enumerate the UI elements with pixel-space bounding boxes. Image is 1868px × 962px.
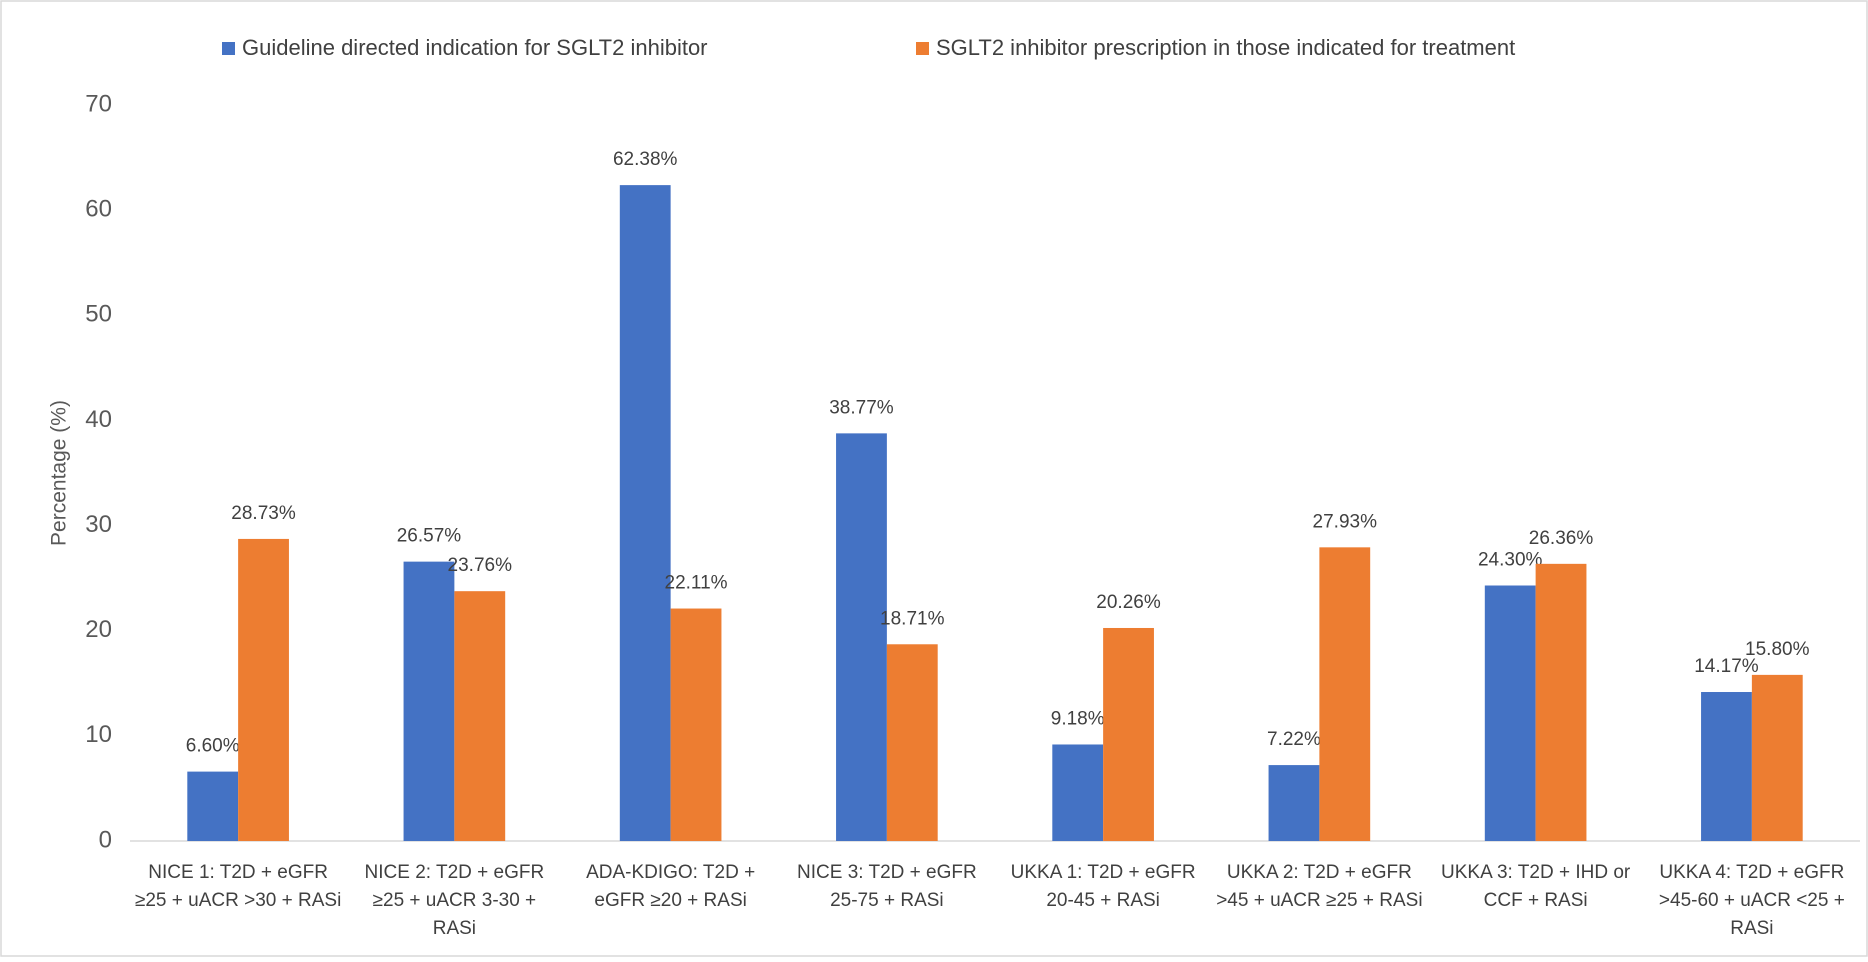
x-tick-line: eGFR ≥20 + RASi bbox=[594, 890, 746, 911]
x-tick-line: UKKA 3: T2D + IHD or bbox=[1441, 862, 1631, 883]
y-tick-label: 0 bbox=[99, 826, 112, 853]
y-tick-label: 60 bbox=[85, 195, 112, 222]
legend-swatch bbox=[222, 42, 235, 55]
bar bbox=[403, 561, 455, 841]
x-tick-line: RASi bbox=[1730, 918, 1773, 939]
bar bbox=[187, 771, 239, 841]
y-tick-label: 40 bbox=[85, 406, 112, 433]
y-tick-label: 30 bbox=[85, 511, 112, 538]
x-tick-line: ≥25 + uACR >30 + RASi bbox=[135, 890, 341, 911]
x-tick-line: 25-75 + RASi bbox=[830, 890, 944, 911]
bar bbox=[619, 185, 671, 842]
legend-label: Guideline directed indication for SGLT2 … bbox=[242, 35, 708, 60]
legend-swatch bbox=[916, 42, 929, 55]
bar bbox=[1268, 765, 1320, 841]
bar bbox=[1052, 744, 1104, 841]
data-label: 26.36% bbox=[1529, 528, 1594, 549]
x-tick-label: NICE 2: T2D + eGFR ≥25 + uACR 3-30 + RASi bbox=[365, 862, 545, 939]
bar bbox=[1701, 692, 1752, 841]
data-label: 26.57% bbox=[397, 526, 462, 547]
x-tick-line: NICE 1: T2D + eGFR bbox=[148, 862, 328, 883]
data-label: 14.17% bbox=[1694, 656, 1759, 677]
y-tick-label: 10 bbox=[85, 721, 112, 748]
y-axis-label: Percentage (%) bbox=[48, 400, 71, 546]
data-label: 18.71% bbox=[880, 608, 945, 629]
data-label: 38.77% bbox=[829, 397, 894, 418]
data-label: 27.93% bbox=[1313, 511, 1378, 532]
x-tick-line: ADA-KDIGO: T2D + bbox=[586, 862, 755, 883]
x-tick-line: ≥25 + uACR 3-30 + bbox=[373, 890, 537, 911]
x-tick-line: RASi bbox=[433, 918, 476, 939]
legend-label: SGLT2 inhibitor prescription in those in… bbox=[936, 35, 1515, 60]
x-tick-label: NICE 1: T2D + eGFR ≥25 + uACR >30 + RASi bbox=[135, 862, 341, 911]
bar bbox=[670, 608, 722, 841]
x-tick-line: >45-60 + uACR <25 + bbox=[1659, 890, 1845, 911]
x-tick-label: UKKA 4: T2D + eGFR >45-60 + uACR <25 + RAS… bbox=[1659, 862, 1845, 939]
bar bbox=[1319, 547, 1371, 841]
data-label: 28.73% bbox=[231, 503, 296, 524]
bar bbox=[836, 433, 887, 841]
data-label: 23.76% bbox=[448, 555, 513, 576]
bar bbox=[238, 538, 289, 841]
bar bbox=[1103, 627, 1154, 841]
x-tick-line: >45 + uACR ≥25 + RASi bbox=[1216, 890, 1422, 911]
x-tick-label: UKKA 3: T2D + IHD or CCF + RASi bbox=[1441, 862, 1631, 911]
bar bbox=[886, 644, 938, 841]
x-tick-label: UKKA 2: T2D + eGFR >45 + uACR ≥25 + RASi bbox=[1216, 862, 1422, 911]
bar bbox=[1535, 563, 1587, 841]
data-label: 7.22% bbox=[1267, 729, 1321, 750]
x-tick-line: UKKA 4: T2D + eGFR bbox=[1659, 862, 1844, 883]
y-tick-label: 20 bbox=[85, 616, 112, 643]
x-tick-line: 20-45 + RASi bbox=[1046, 890, 1160, 911]
data-label: 9.18% bbox=[1051, 708, 1105, 729]
x-tick-line: UKKA 2: T2D + eGFR bbox=[1227, 862, 1412, 883]
data-label: 24.30% bbox=[1478, 550, 1543, 571]
x-tick-line: UKKA 1: T2D + eGFR bbox=[1011, 862, 1196, 883]
data-label: 6.60% bbox=[186, 736, 240, 757]
y-tick-label: 70 bbox=[85, 90, 112, 117]
y-tick-label: 50 bbox=[85, 301, 112, 328]
data-label: 20.26% bbox=[1096, 592, 1161, 613]
data-label: 22.11% bbox=[665, 573, 728, 594]
bar bbox=[454, 591, 506, 841]
bar bbox=[1751, 674, 1803, 841]
x-tick-line: NICE 2: T2D + eGFR bbox=[365, 862, 545, 883]
x-tick-label: UKKA 1: T2D + eGFR 20-45 + RASi bbox=[1011, 862, 1196, 911]
data-label: 62.38% bbox=[613, 149, 678, 170]
bar bbox=[1484, 585, 1536, 841]
x-tick-label: NICE 3: T2D + eGFR 25-75 + RASi bbox=[797, 862, 977, 911]
x-tick-line: CCF + RASi bbox=[1484, 890, 1588, 911]
x-tick-label: ADA-KDIGO: T2D + eGFR ≥20 + RASi bbox=[586, 862, 755, 911]
x-tick-line: NICE 3: T2D + eGFR bbox=[797, 862, 977, 883]
data-label: 15.80% bbox=[1745, 639, 1810, 660]
